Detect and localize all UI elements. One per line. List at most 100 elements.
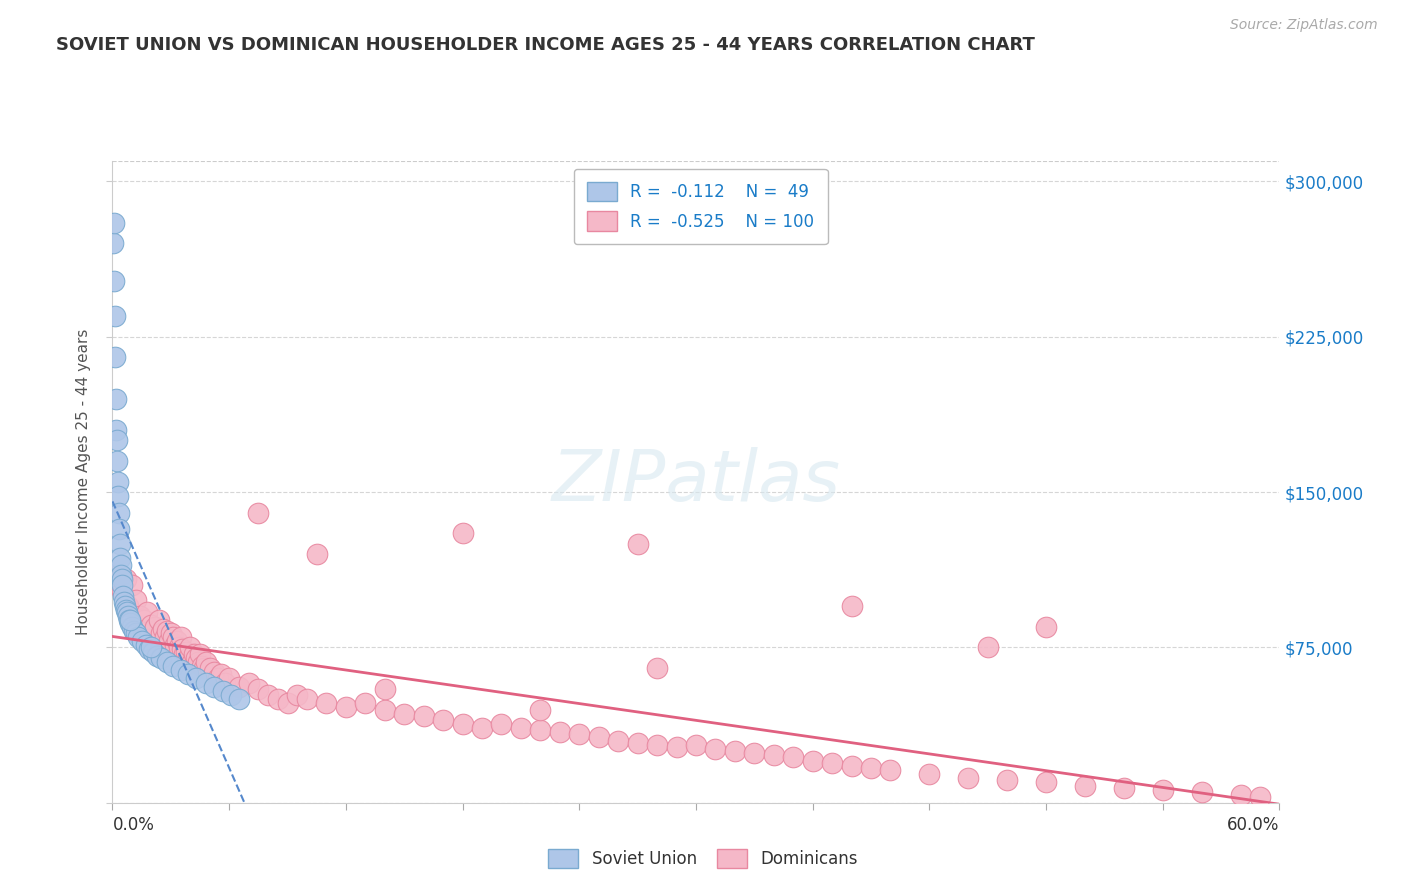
Point: [392, 706, 416, 721]
Point: [183, 647, 205, 661]
Point: [127, 630, 149, 644]
Point: [105, 454, 128, 468]
Point: [276, 697, 298, 711]
Point: [209, 667, 232, 681]
Point: [125, 592, 148, 607]
Point: [626, 537, 648, 551]
Point: [143, 620, 166, 634]
Point: [177, 650, 200, 665]
Point: [115, 605, 138, 619]
Point: [247, 506, 270, 520]
Point: [432, 713, 454, 727]
Point: [163, 638, 186, 652]
Point: [202, 665, 225, 680]
Point: [412, 708, 434, 723]
Point: [122, 624, 145, 638]
Point: [295, 692, 318, 706]
Point: [115, 603, 138, 617]
Point: [173, 647, 195, 661]
Point: [1229, 788, 1251, 802]
Point: [995, 772, 1018, 787]
Text: ZIPatlas: ZIPatlas: [551, 447, 841, 516]
Point: [685, 738, 707, 752]
Point: [529, 723, 551, 738]
Point: [111, 572, 134, 586]
Point: [491, 717, 513, 731]
Point: [238, 675, 260, 690]
Point: [117, 599, 139, 613]
Point: [191, 659, 214, 673]
Point: [125, 626, 148, 640]
Point: [135, 638, 157, 652]
Point: [108, 522, 131, 536]
Text: Source: ZipAtlas.com: Source: ZipAtlas.com: [1230, 18, 1378, 32]
Point: [247, 681, 270, 696]
Point: [150, 626, 173, 640]
Point: [374, 681, 396, 696]
Point: [103, 216, 125, 230]
Legend: Soviet Union, Dominicans: Soviet Union, Dominicans: [541, 842, 865, 875]
Point: [107, 568, 129, 582]
Point: [132, 614, 155, 628]
Point: [212, 684, 235, 698]
Point: [153, 630, 176, 644]
Point: [451, 717, 474, 731]
Point: [121, 578, 143, 592]
Point: [105, 423, 128, 437]
Point: [115, 572, 138, 586]
Point: [104, 392, 127, 406]
Point: [568, 727, 591, 741]
Point: [202, 680, 225, 694]
Point: [879, 763, 901, 777]
Point: [315, 697, 337, 711]
Text: 60.0%: 60.0%: [1227, 816, 1279, 834]
Point: [169, 663, 191, 677]
Point: [976, 640, 998, 655]
Point: [354, 697, 377, 711]
Point: [157, 634, 180, 648]
Text: SOVIET UNION VS DOMINICAN HOUSEHOLDER INCOME AGES 25 - 44 YEARS CORRELATION CHAR: SOVIET UNION VS DOMINICAN HOUSEHOLDER IN…: [56, 36, 1035, 54]
Point: [141, 640, 163, 655]
Point: [374, 702, 396, 716]
Point: [219, 688, 242, 702]
Point: [194, 655, 217, 669]
Point: [136, 605, 159, 619]
Point: [166, 634, 188, 648]
Point: [160, 626, 183, 640]
Point: [228, 680, 250, 694]
Point: [1191, 785, 1213, 799]
Point: [782, 750, 804, 764]
Point: [111, 584, 134, 599]
Point: [742, 746, 765, 760]
Point: [172, 642, 194, 657]
Point: [108, 537, 131, 551]
Point: [918, 766, 941, 780]
Point: [103, 236, 125, 251]
Point: [285, 688, 308, 702]
Point: [724, 744, 747, 758]
Point: [112, 595, 135, 609]
Point: [152, 622, 174, 636]
Point: [218, 672, 240, 686]
Text: 0.0%: 0.0%: [112, 816, 155, 834]
Point: [471, 721, 494, 735]
Point: [118, 614, 141, 628]
Point: [957, 771, 980, 785]
Legend: R =  -0.112    N =  49, R =  -0.525    N = 100: R = -0.112 N = 49, R = -0.525 N = 100: [574, 169, 828, 244]
Point: [176, 644, 198, 658]
Point: [645, 661, 668, 675]
Point: [187, 655, 209, 669]
Point: [118, 614, 141, 628]
Point: [762, 748, 785, 763]
Point: [184, 672, 207, 686]
Point: [548, 725, 571, 739]
Point: [131, 634, 153, 648]
Point: [665, 739, 688, 754]
Point: [198, 661, 221, 675]
Point: [193, 661, 215, 675]
Point: [1074, 779, 1097, 793]
Point: [111, 578, 134, 592]
Point: [146, 648, 169, 663]
Point: [107, 506, 129, 520]
Point: [110, 568, 132, 582]
